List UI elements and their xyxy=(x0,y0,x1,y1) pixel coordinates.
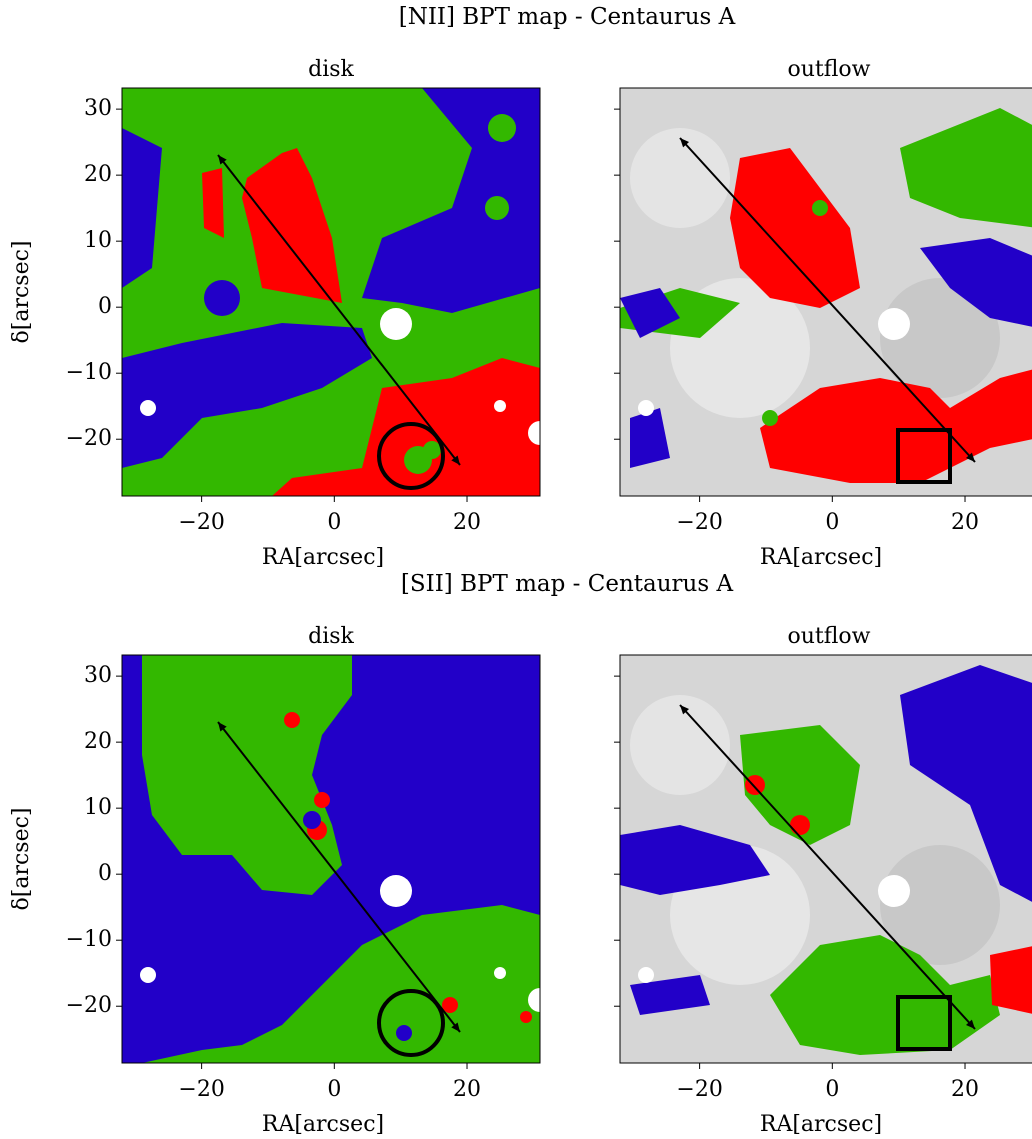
map-region xyxy=(494,967,506,979)
x-tick-label: −20 xyxy=(676,510,722,535)
y-tick-label: 30 xyxy=(84,96,112,121)
map-region xyxy=(314,792,330,808)
map-image xyxy=(620,88,1032,496)
map-region xyxy=(494,400,506,412)
map-image xyxy=(122,88,552,496)
y-tick-label: 10 xyxy=(84,228,112,253)
figure-title: [SII] BPT map - Centaurus A xyxy=(401,571,734,597)
panel-title: outflow xyxy=(787,57,870,82)
x-tick-label: 0 xyxy=(327,1077,341,1102)
y-tick-label: −20 xyxy=(66,426,112,451)
x-tick-label: −20 xyxy=(676,1077,722,1102)
map-region xyxy=(204,280,240,316)
figure-title: [NII] BPT map - Centaurus A xyxy=(399,4,736,30)
map-region xyxy=(202,168,224,238)
map-region xyxy=(878,308,910,340)
x-tick-label: 0 xyxy=(825,1077,839,1102)
panel-title: disk xyxy=(308,57,354,82)
x-tick-label: −20 xyxy=(178,510,224,535)
map-region xyxy=(140,400,156,416)
figure: [NII] BPT map - Centaurus A [SII] BPT ma… xyxy=(0,0,1032,1139)
x-tick-label: 20 xyxy=(453,1077,481,1102)
map-region xyxy=(762,410,778,426)
map-region xyxy=(396,1025,412,1041)
map-region xyxy=(638,967,654,983)
map-region xyxy=(303,811,321,829)
map-region xyxy=(284,712,300,728)
panel-title: disk xyxy=(308,624,354,649)
map-region xyxy=(638,400,654,416)
x-axis-label: RA[arcsec] xyxy=(760,545,882,570)
panel: −20 0 20 −20 −10 0 10 20 30 disk RA[arcsec] δ[arcse… xyxy=(9,57,552,570)
map-region xyxy=(878,875,910,907)
x-tick-label: 20 xyxy=(453,510,481,535)
map-region xyxy=(630,695,730,795)
x-axis-label: RA[arcsec] xyxy=(262,545,384,570)
y-tick-label: −20 xyxy=(66,993,112,1018)
y-tick-label: 0 xyxy=(98,294,112,319)
map-region xyxy=(380,308,412,340)
map-region xyxy=(745,775,765,795)
map-region xyxy=(630,128,730,228)
map-image xyxy=(620,655,1032,1063)
x-tick-label: 20 xyxy=(951,1077,979,1102)
map-region xyxy=(812,200,828,216)
y-tick-label: 0 xyxy=(98,861,112,886)
map-region xyxy=(423,441,441,459)
x-tick-label: −20 xyxy=(178,1077,224,1102)
x-tick-label: 0 xyxy=(327,510,341,535)
x-tick-label: 0 xyxy=(825,510,839,535)
panel: −20 0 20 outflow RA[arcsec] xyxy=(614,624,1032,1137)
panel: −20 0 20 outflow RA[arcsec] xyxy=(614,57,1032,570)
y-axis-label: δ[arcsec] xyxy=(9,241,34,344)
y-tick-label: 20 xyxy=(84,729,112,754)
x-axis-label: RA[arcsec] xyxy=(262,1112,384,1137)
y-tick-label: 20 xyxy=(84,162,112,187)
map-region xyxy=(140,967,156,983)
y-tick-label: 30 xyxy=(84,663,112,688)
y-tick-label: 10 xyxy=(84,795,112,820)
y-axis-label: δ[arcsec] xyxy=(9,808,34,911)
map-region xyxy=(520,1011,532,1023)
map-region xyxy=(380,875,412,907)
y-tick-label: −10 xyxy=(66,927,112,952)
x-tick-label: 20 xyxy=(951,510,979,535)
map-region xyxy=(790,815,810,835)
panel: −20 0 20 −20 −10 0 10 20 30 disk RA[arcsec] δ[arcse… xyxy=(9,624,552,1137)
map-image xyxy=(122,655,552,1063)
map-region xyxy=(485,196,509,220)
panel-title: outflow xyxy=(787,624,870,649)
y-tick-label: −10 xyxy=(66,360,112,385)
map-region xyxy=(488,114,516,142)
x-axis-label: RA[arcsec] xyxy=(760,1112,882,1137)
map-region xyxy=(990,945,1032,1015)
